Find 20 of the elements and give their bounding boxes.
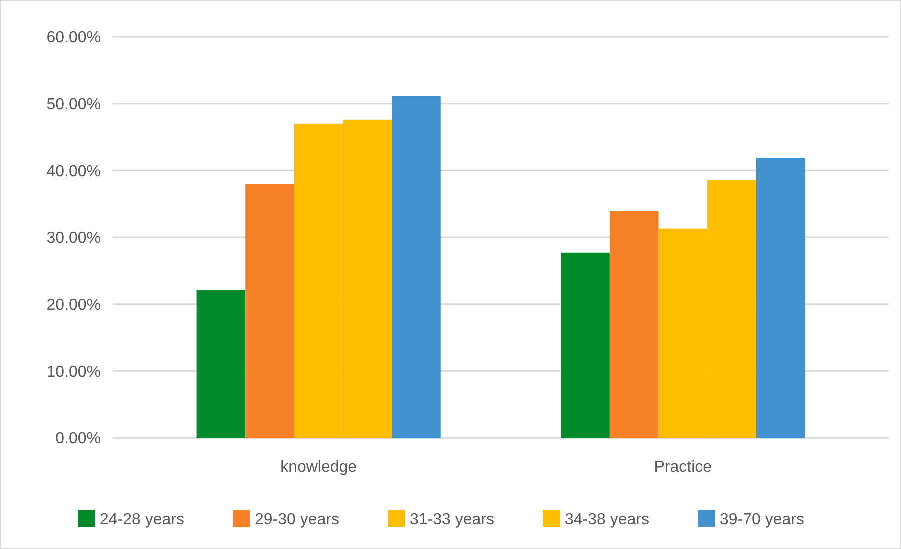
y-tick-label: 30.00% (46, 230, 101, 248)
bar (246, 184, 294, 438)
y-tick-label: 0.00% (56, 430, 101, 448)
y-tick-label: 60.00% (46, 30, 101, 47)
bar (392, 96, 441, 438)
legend-label: 24-28 years (100, 512, 184, 529)
bar (610, 211, 659, 438)
legend-label: 39-70 years (720, 512, 804, 529)
bar (561, 252, 610, 438)
bar (196, 290, 246, 438)
y-tick-label: 20.00% (46, 296, 101, 314)
x-tick-label: Practice (654, 459, 712, 476)
legend-label: 34-38 years (565, 512, 650, 529)
legend-label: 29-30 years (255, 512, 340, 529)
y-tick-label: 40.00% (46, 163, 101, 180)
x-tick-label: knowledge (280, 459, 358, 476)
legend-label: 31-33 years (410, 512, 494, 529)
y-tick-label: 50.00% (46, 96, 101, 114)
y-tick-label: 10.00% (46, 364, 101, 381)
bar (756, 158, 806, 438)
